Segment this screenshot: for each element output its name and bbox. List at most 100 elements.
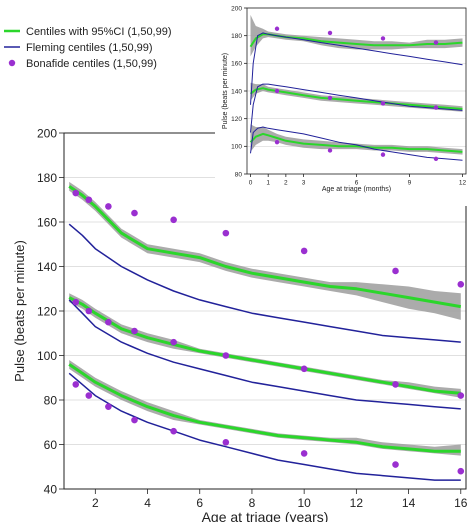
main-bonafide-point bbox=[105, 318, 112, 326]
main-bonafide-point bbox=[85, 392, 93, 399]
inset-x-tick-label: 2 bbox=[284, 180, 288, 187]
main-y-tick-label: 180 bbox=[37, 171, 57, 185]
main-fleming-line bbox=[68, 299, 461, 410]
inset-y-tick-label: 80 bbox=[235, 171, 243, 178]
main-bonafide-point bbox=[72, 189, 80, 197]
inset-y-tick-label: 120 bbox=[231, 116, 242, 123]
main-y-axis: 40 60 80 100 120 140 160 180 200 bbox=[37, 126, 64, 496]
main-x-tick-label: 4 bbox=[144, 496, 151, 510]
inset-centiles-line bbox=[249, 132, 463, 153]
main-y-tick-label: 40 bbox=[44, 482, 58, 496]
main-bonafide-point bbox=[392, 461, 399, 468]
main-bonafide-point bbox=[131, 209, 138, 217]
main-y-tick-label: 160 bbox=[37, 215, 57, 229]
main-bonafide-point bbox=[457, 467, 465, 475]
inset-y-tick-label: 100 bbox=[231, 144, 242, 151]
main-bonafide-point bbox=[85, 196, 93, 204]
main-bonafide-point bbox=[392, 381, 399, 388]
main-centiles-line bbox=[68, 185, 462, 309]
inset-y-tick-label: 140 bbox=[231, 88, 242, 95]
main-x-tick-label: 10 bbox=[297, 496, 311, 510]
main-y-tick-label: 140 bbox=[37, 260, 57, 274]
main-x-tick-label: 6 bbox=[196, 496, 203, 510]
inset-fleming-line bbox=[250, 32, 463, 105]
inset-y-axis: 80 100 120 140 160 180 200 bbox=[231, 5, 247, 178]
inset-bonafide-point bbox=[274, 88, 280, 94]
main-bonafide-points bbox=[72, 189, 465, 475]
legend: Centiles with 95%CI (1,50,99) Fleming ce… bbox=[4, 26, 172, 70]
main-bonafide-point bbox=[170, 216, 177, 224]
inset-bonafide-point bbox=[433, 156, 439, 161]
main-y-tick-label: 120 bbox=[37, 304, 57, 318]
main-bonafide-point bbox=[131, 327, 138, 335]
legend-label-bonafide: Bonafide centiles (1,50,99) bbox=[26, 58, 157, 70]
main-x-axis: 2 4 6 8 10 12 14 16 bbox=[92, 489, 468, 510]
main-bonafide-point bbox=[105, 403, 112, 410]
main-x-tick-label: 14 bbox=[402, 496, 416, 510]
main-x-tick-label: 8 bbox=[249, 496, 256, 510]
main-bonafide-point bbox=[457, 392, 465, 399]
main-centiles-line bbox=[68, 363, 461, 453]
main-bonafide-point bbox=[392, 267, 399, 275]
main-bonafide-point bbox=[85, 307, 93, 315]
inset-ci-band bbox=[250, 124, 463, 155]
inset-y-tick-label: 160 bbox=[231, 61, 242, 68]
inset-bonafide-point bbox=[327, 95, 333, 101]
inset-centiles-line bbox=[249, 33, 463, 48]
inset-bonafide-point bbox=[433, 105, 439, 110]
inset-x-tick-label: 12 bbox=[459, 180, 467, 187]
main-x-tick-label: 2 bbox=[92, 496, 99, 510]
inset-x-tick-label: 1 bbox=[266, 180, 270, 187]
inset-fleming-line bbox=[250, 126, 463, 161]
main-ci-band bbox=[69, 360, 461, 456]
main-bonafide-point bbox=[170, 427, 177, 435]
main-y-tick-label: 80 bbox=[44, 393, 58, 407]
main-centile-lines bbox=[68, 185, 462, 481]
inset-x-tick-label: 0 bbox=[249, 180, 253, 187]
inset-x-tick-label: 3 bbox=[302, 180, 306, 187]
inset-x-axis-label: Age at triage (months) bbox=[322, 186, 391, 193]
main-fleming-line bbox=[68, 372, 461, 481]
legend-label-fleming: Fleming centiles (1,50,99) bbox=[26, 42, 153, 54]
main-bonafide-point bbox=[170, 338, 177, 346]
main-y-tick-label: 100 bbox=[37, 349, 57, 363]
main-bonafide-point bbox=[300, 365, 308, 373]
main-x-tick-label: 16 bbox=[454, 496, 468, 510]
main-y-axis-label: Pulse (beats per minute) bbox=[12, 240, 27, 382]
main-ci-band bbox=[69, 181, 461, 320]
main-x-tick-label: 12 bbox=[350, 496, 364, 510]
main-fleming-line bbox=[68, 223, 461, 343]
inset-x-axis: 0 1 2 3 6 9 12 bbox=[249, 174, 467, 187]
main-bonafide-point bbox=[222, 229, 230, 237]
main-bonafide-point bbox=[222, 438, 230, 446]
inset-y-tick-label: 180 bbox=[231, 33, 242, 40]
inset-bonafide-point bbox=[380, 101, 386, 106]
main-bonafide-point bbox=[300, 450, 308, 457]
inset-bonafide-point bbox=[274, 139, 280, 145]
main-bonafide-point bbox=[300, 247, 308, 255]
inset-bonafide-point bbox=[327, 148, 333, 153]
main-bonafide-point bbox=[222, 352, 230, 359]
legend-label-centiles: Centiles with 95%CI (1,50,99) bbox=[26, 26, 172, 38]
main-bonafide-point bbox=[457, 281, 465, 288]
inset-bonafide-point bbox=[380, 36, 386, 41]
inset-bonafide-points bbox=[274, 26, 439, 161]
legend-swatch-bonafide bbox=[8, 59, 16, 67]
main-centiles-line bbox=[68, 296, 461, 395]
main-y-tick-label: 200 bbox=[37, 126, 57, 140]
inset-x-tick-label: 9 bbox=[408, 180, 412, 187]
main-bonafide-point bbox=[72, 381, 80, 388]
inset-bonafide-point bbox=[327, 30, 333, 36]
inset-y-axis-label: Pulse (beats per minute) bbox=[222, 53, 229, 129]
inset-bonafide-point bbox=[274, 26, 280, 31]
main-bonafide-point bbox=[131, 416, 138, 424]
inset-bonafide-point bbox=[380, 152, 386, 157]
main-bonafide-point bbox=[72, 298, 80, 306]
inset-x-tick-label: 6 bbox=[355, 180, 359, 187]
inset-fleming-line bbox=[250, 83, 463, 133]
inset-y-tick-label: 200 bbox=[231, 5, 242, 12]
main-bonafide-point bbox=[105, 203, 112, 210]
